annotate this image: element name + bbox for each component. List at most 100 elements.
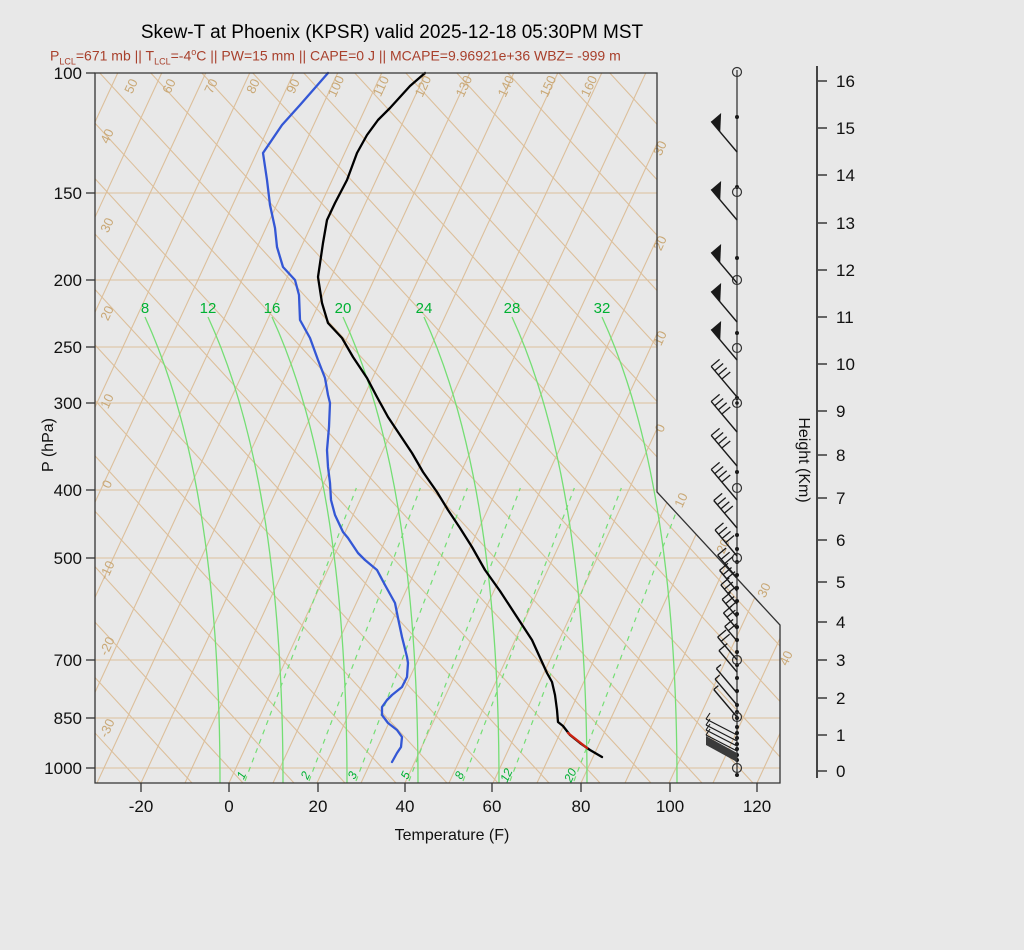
wind-barb: [710, 181, 738, 221]
pressure-axis: 100 150 200 250 300 400 500 700 850 1000 P (hPa): [40, 64, 95, 778]
station-circle: [731, 711, 743, 723]
wind-level-dot: [735, 736, 739, 740]
wind-barb: [714, 522, 738, 557]
svg-text:0: 0: [224, 797, 233, 816]
wind-level-dot: [735, 256, 739, 260]
wind-barb: [713, 685, 738, 718]
svg-text:20: 20: [335, 300, 352, 317]
wind-level-dot: [735, 676, 739, 680]
svg-text:300: 300: [54, 394, 82, 413]
svg-text:700: 700: [54, 651, 82, 670]
svg-text:500: 500: [54, 549, 82, 568]
svg-text:5: 5: [836, 573, 845, 592]
svg-text:100: 100: [656, 797, 684, 816]
station-circle: [731, 762, 743, 774]
dewpoint-curve: [261, 71, 410, 764]
svg-text:28: 28: [504, 300, 521, 317]
wind-barb: [717, 629, 738, 661]
wind-barb: [710, 358, 738, 398]
svg-text:250: 250: [54, 338, 82, 357]
station-circle: [731, 186, 743, 198]
wind-barb: [724, 618, 738, 642]
wind-level-dot: [735, 115, 739, 119]
svg-text:20: 20: [561, 766, 580, 785]
svg-text:1000: 1000: [44, 759, 82, 778]
svg-text:90: 90: [283, 76, 303, 95]
svg-text:1: 1: [836, 726, 845, 745]
svg-text:Temperature (F): Temperature (F): [395, 827, 510, 844]
wind-level-dot: [735, 331, 739, 335]
svg-text:120: 120: [743, 797, 771, 816]
wind-level-dot: [735, 716, 739, 720]
svg-text:-30: -30: [96, 716, 118, 739]
svg-text:9: 9: [836, 402, 845, 421]
svg-text:80: 80: [572, 797, 591, 816]
svg-text:14: 14: [836, 166, 855, 185]
station-circle: [731, 342, 743, 354]
red-surface-segment: [566, 731, 589, 750]
svg-text:3: 3: [836, 651, 845, 670]
page-title: Skew-T at Phoenix (KPSR) valid 2025-12-1…: [140, 22, 644, 43]
wind-barb: [710, 461, 738, 501]
svg-text:70: 70: [201, 76, 221, 95]
svg-text:1: 1: [234, 769, 250, 781]
station-circle: [731, 482, 743, 494]
svg-text:13: 13: [836, 214, 855, 233]
svg-text:30: 30: [97, 215, 117, 234]
svg-text:10: 10: [97, 391, 117, 410]
wind-barb: [714, 674, 738, 706]
svg-text:12: 12: [497, 766, 515, 784]
svg-text:40: 40: [97, 126, 117, 145]
station-circle: [731, 66, 743, 78]
wind-barbs: [705, 66, 743, 777]
wind-level-dot: [735, 547, 739, 551]
svg-text:30: 30: [650, 138, 670, 157]
svg-text:40: 40: [396, 797, 415, 816]
svg-text:16: 16: [836, 72, 855, 91]
svg-text:Height (Km): Height (Km): [795, 417, 812, 502]
svg-text:16: 16: [264, 300, 281, 317]
wind-barb: [717, 547, 738, 579]
svg-text:24: 24: [416, 300, 433, 317]
station-circle: [731, 274, 743, 286]
svg-text:20: 20: [650, 233, 670, 252]
svg-text:12: 12: [836, 261, 855, 280]
surface-wind-bundle: [705, 712, 738, 762]
isotherm-labels: 50 60 70 80 90 100 110 120 130 140 150 160403020100…: [96, 73, 796, 740]
svg-text:20: 20: [97, 303, 117, 322]
svg-text:0: 0: [836, 762, 845, 781]
svg-text:4: 4: [836, 613, 845, 632]
temperature-axis: -20 0 20 40 60 80 100 120 Temperature (F): [129, 783, 771, 844]
svg-text:10: 10: [650, 328, 670, 347]
svg-text:-20: -20: [96, 634, 118, 657]
svg-text:20: 20: [309, 797, 328, 816]
svg-text:10: 10: [671, 490, 691, 509]
wind-barb: [710, 244, 738, 284]
station-circle: [731, 654, 743, 666]
svg-text:6: 6: [836, 531, 845, 550]
svg-text:60: 60: [159, 76, 179, 95]
svg-text:30: 30: [754, 580, 774, 599]
wind-level-dot: [735, 725, 739, 729]
svg-text:100: 100: [54, 64, 82, 83]
wind-barb: [710, 321, 738, 361]
svg-text:12: 12: [200, 300, 217, 317]
svg-text:-10: -10: [96, 558, 118, 581]
svg-text:7: 7: [836, 489, 845, 508]
profile-curves: [261, 71, 604, 764]
wind-barb: [710, 113, 738, 153]
plot-border: [94, 72, 781, 784]
svg-text:2: 2: [836, 689, 845, 708]
wind-level-dot: [735, 470, 739, 474]
svg-text:50: 50: [121, 76, 141, 95]
wind-barb: [710, 283, 738, 323]
svg-text:40: 40: [776, 648, 796, 667]
svg-text:P (hPa): P (hPa): [40, 418, 57, 472]
svg-text:8: 8: [836, 446, 845, 465]
svg-text:80: 80: [243, 76, 263, 95]
station-circle: [731, 552, 743, 564]
svg-text:15: 15: [836, 119, 855, 138]
